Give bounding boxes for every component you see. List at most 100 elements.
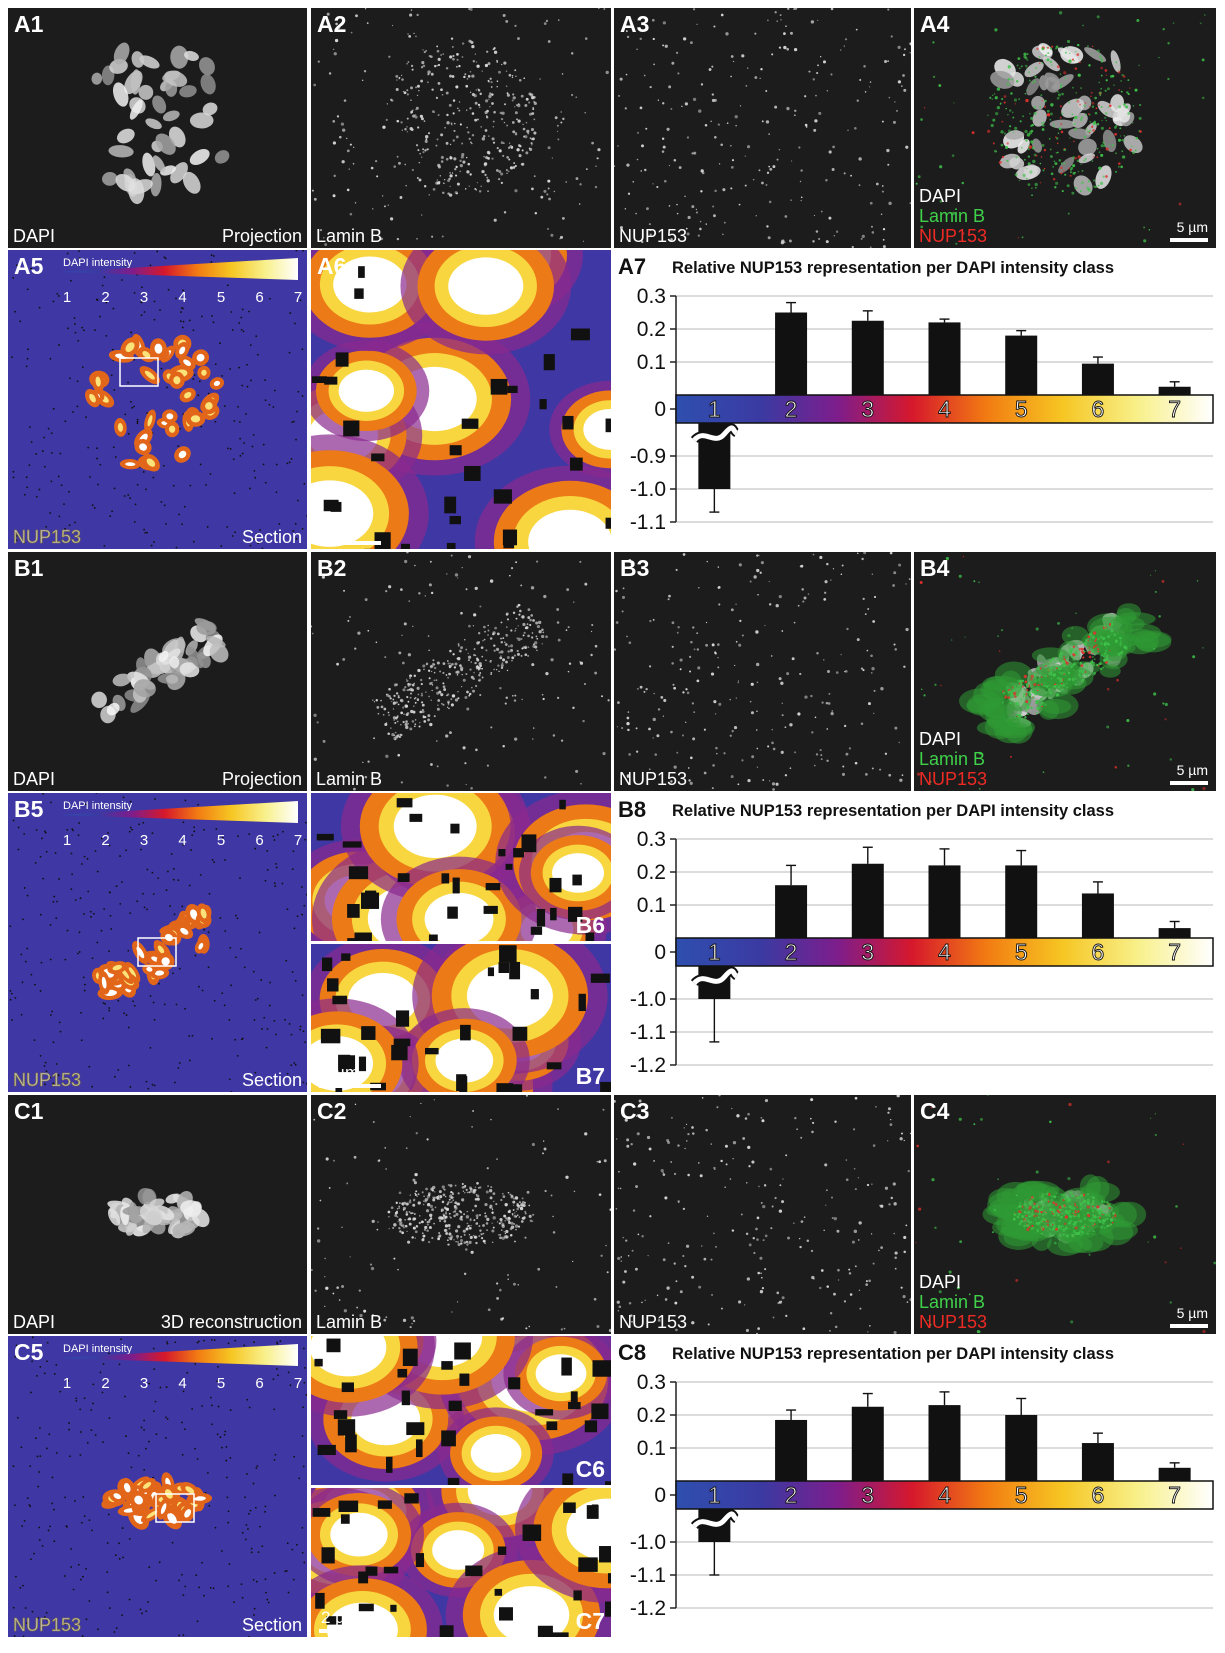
signal-dot bbox=[470, 71, 472, 73]
signal-dot bbox=[585, 37, 588, 40]
signal-dot bbox=[1006, 160, 1008, 162]
signal-dot bbox=[419, 722, 420, 723]
signal-dot bbox=[513, 162, 515, 164]
signal-dot bbox=[527, 635, 530, 638]
speckle bbox=[28, 464, 30, 466]
signal-dot bbox=[508, 158, 510, 160]
signal-dot bbox=[576, 177, 579, 180]
signal-dot bbox=[1052, 1201, 1055, 1204]
signal-dot bbox=[978, 581, 980, 583]
signal-dot bbox=[388, 712, 390, 714]
signal-dot bbox=[1023, 1219, 1026, 1222]
speckle bbox=[166, 1386, 168, 1388]
signal-dot bbox=[417, 95, 418, 96]
signal-dot bbox=[431, 671, 432, 672]
signal-dot bbox=[1029, 79, 1031, 81]
speckle bbox=[96, 942, 98, 944]
signal-dot bbox=[1087, 647, 1090, 650]
signal-dot bbox=[497, 147, 499, 149]
speckle bbox=[301, 914, 303, 916]
signal-dot bbox=[865, 773, 868, 776]
speckle bbox=[56, 1063, 58, 1065]
signal-dot bbox=[542, 694, 544, 696]
signal-dot bbox=[403, 1319, 406, 1322]
speckle bbox=[304, 1041, 306, 1043]
signal-dot bbox=[826, 1285, 829, 1288]
signal-dot bbox=[443, 1194, 446, 1197]
signal-dot bbox=[401, 1224, 404, 1227]
signal-dot bbox=[696, 632, 698, 634]
signal-dot bbox=[1047, 663, 1048, 664]
speckle bbox=[173, 485, 175, 487]
speckle bbox=[21, 1525, 23, 1527]
dark-patch bbox=[442, 873, 450, 883]
signal-dot bbox=[396, 692, 398, 694]
signal-dot bbox=[376, 175, 378, 177]
signal-dot bbox=[825, 179, 827, 181]
signal-dot bbox=[1008, 78, 1010, 80]
signal-dot bbox=[395, 735, 398, 738]
signal-dot bbox=[428, 650, 429, 651]
signal-dot bbox=[505, 661, 508, 664]
signal-dot bbox=[1090, 130, 1091, 131]
signal-dot bbox=[1105, 112, 1108, 115]
speckle bbox=[248, 833, 250, 835]
signal-dot bbox=[442, 682, 444, 684]
signal-dot bbox=[486, 1218, 489, 1221]
speckle bbox=[39, 307, 41, 309]
signal-dot bbox=[529, 1215, 532, 1218]
signal-dot bbox=[1202, 97, 1205, 100]
signal-dot bbox=[677, 1144, 679, 1146]
signal-dot bbox=[959, 1118, 962, 1121]
signal-dot bbox=[1143, 226, 1145, 228]
signal-dot bbox=[451, 37, 453, 39]
speckle bbox=[26, 365, 28, 367]
signal-dot bbox=[1101, 127, 1104, 130]
signal-dot bbox=[547, 180, 550, 183]
signal-dot bbox=[872, 767, 874, 769]
speckle bbox=[259, 932, 261, 934]
signal-dot bbox=[687, 136, 689, 138]
dark-patch bbox=[484, 906, 498, 914]
signal-dot bbox=[1063, 1199, 1065, 1201]
signal-dot bbox=[816, 753, 818, 755]
speckle bbox=[23, 833, 25, 835]
signal-dot bbox=[1033, 1202, 1035, 1204]
signal-dot bbox=[415, 86, 417, 88]
signal-dot bbox=[890, 552, 893, 555]
signal-dot bbox=[511, 656, 514, 659]
colorbar-tick: 2 bbox=[101, 289, 109, 306]
speckle bbox=[199, 381, 201, 383]
signal-dot bbox=[404, 686, 406, 688]
signal-dot bbox=[1033, 1223, 1034, 1224]
signal-dot bbox=[398, 162, 401, 165]
signal-dot bbox=[932, 41, 934, 43]
signal-dot bbox=[1071, 627, 1073, 629]
signal-dot bbox=[637, 132, 639, 134]
signal-dot bbox=[821, 702, 823, 704]
speckle bbox=[53, 896, 55, 898]
signal-dot bbox=[677, 1200, 679, 1202]
panel-background bbox=[614, 552, 911, 791]
speckle bbox=[152, 477, 154, 479]
signal-dot bbox=[782, 1296, 785, 1299]
signal-dot bbox=[697, 648, 699, 650]
signal-dot bbox=[663, 715, 664, 716]
signal-dot bbox=[875, 1106, 877, 1108]
signal-dot bbox=[537, 1268, 540, 1271]
signal-dot bbox=[680, 658, 683, 661]
signal-dot bbox=[742, 634, 744, 636]
signal-dot bbox=[617, 701, 620, 704]
signal-dot bbox=[1061, 131, 1064, 134]
speckle bbox=[53, 408, 55, 410]
signal-dot bbox=[452, 46, 454, 48]
signal-dot bbox=[688, 779, 690, 781]
signal-dot bbox=[535, 636, 537, 638]
signal-dot bbox=[531, 663, 534, 666]
signal-dot bbox=[470, 1236, 473, 1239]
signal-dot bbox=[618, 95, 620, 97]
signal-dot bbox=[1100, 88, 1101, 89]
speckle bbox=[195, 955, 197, 957]
signal-dot bbox=[1213, 1262, 1216, 1265]
signal-dot bbox=[502, 637, 504, 639]
